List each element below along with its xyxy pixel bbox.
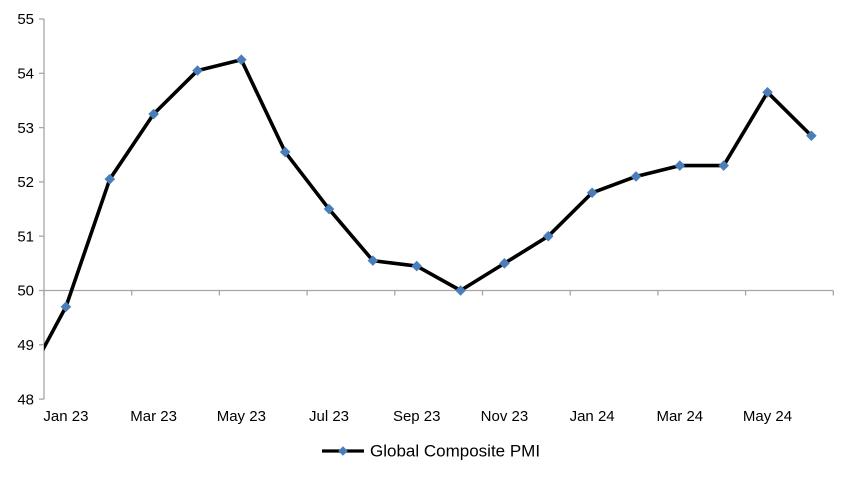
x-tick-label: Mar 23: [130, 408, 177, 425]
legend-label: Global Composite PMI: [370, 442, 540, 461]
pmi-data-marker: [762, 87, 773, 98]
x-tick-label: Nov 23: [481, 408, 529, 425]
y-tick-label: 48: [17, 391, 34, 408]
x-tick-label: May 23: [217, 408, 266, 425]
x-tick-label: May 24: [743, 408, 792, 425]
x-tick-label: Jul 23: [309, 408, 349, 425]
y-tick-label: 49: [17, 337, 34, 354]
pmi-data-marker: [148, 108, 159, 120]
y-tick-label: 52: [17, 174, 34, 191]
pmi-data-marker: [323, 203, 335, 215]
pmi-data-marker: [674, 160, 686, 171]
legend-marker-icon: [338, 446, 348, 456]
y-tick-label: 54: [17, 66, 34, 83]
y-tick-label: 50: [17, 283, 34, 300]
pmi-data-marker: [236, 54, 247, 66]
pmi-data-marker: [60, 301, 72, 313]
pmi-data-marker: [542, 230, 554, 242]
pmi-data-marker: [104, 173, 116, 185]
x-tick-label: Jan 24: [570, 408, 615, 425]
pmi-data-marker: [367, 255, 379, 266]
pmi-data-marker: [586, 187, 598, 199]
pmi-data-marker: [192, 65, 203, 76]
pmi-series-group: [44, 54, 817, 352]
pmi-data-marker: [411, 260, 423, 272]
pmi-series-line: [44, 57, 814, 352]
y-tick-label: 55: [17, 11, 34, 28]
pmi-data-marker: [630, 171, 642, 182]
pmi-data-marker: [806, 130, 817, 142]
y-tick-label: 53: [17, 120, 34, 137]
x-tick-label: Jan 23: [43, 408, 88, 425]
x-tick-label: Sep 23: [393, 408, 441, 425]
y-tick-label: 51: [17, 228, 34, 245]
pmi-data-marker: [718, 160, 729, 171]
pmi-data-marker: [455, 285, 466, 296]
pmi-data-marker: [499, 258, 510, 269]
pmi-data-marker: [279, 146, 291, 158]
x-tick-label: Mar 24: [656, 408, 703, 425]
